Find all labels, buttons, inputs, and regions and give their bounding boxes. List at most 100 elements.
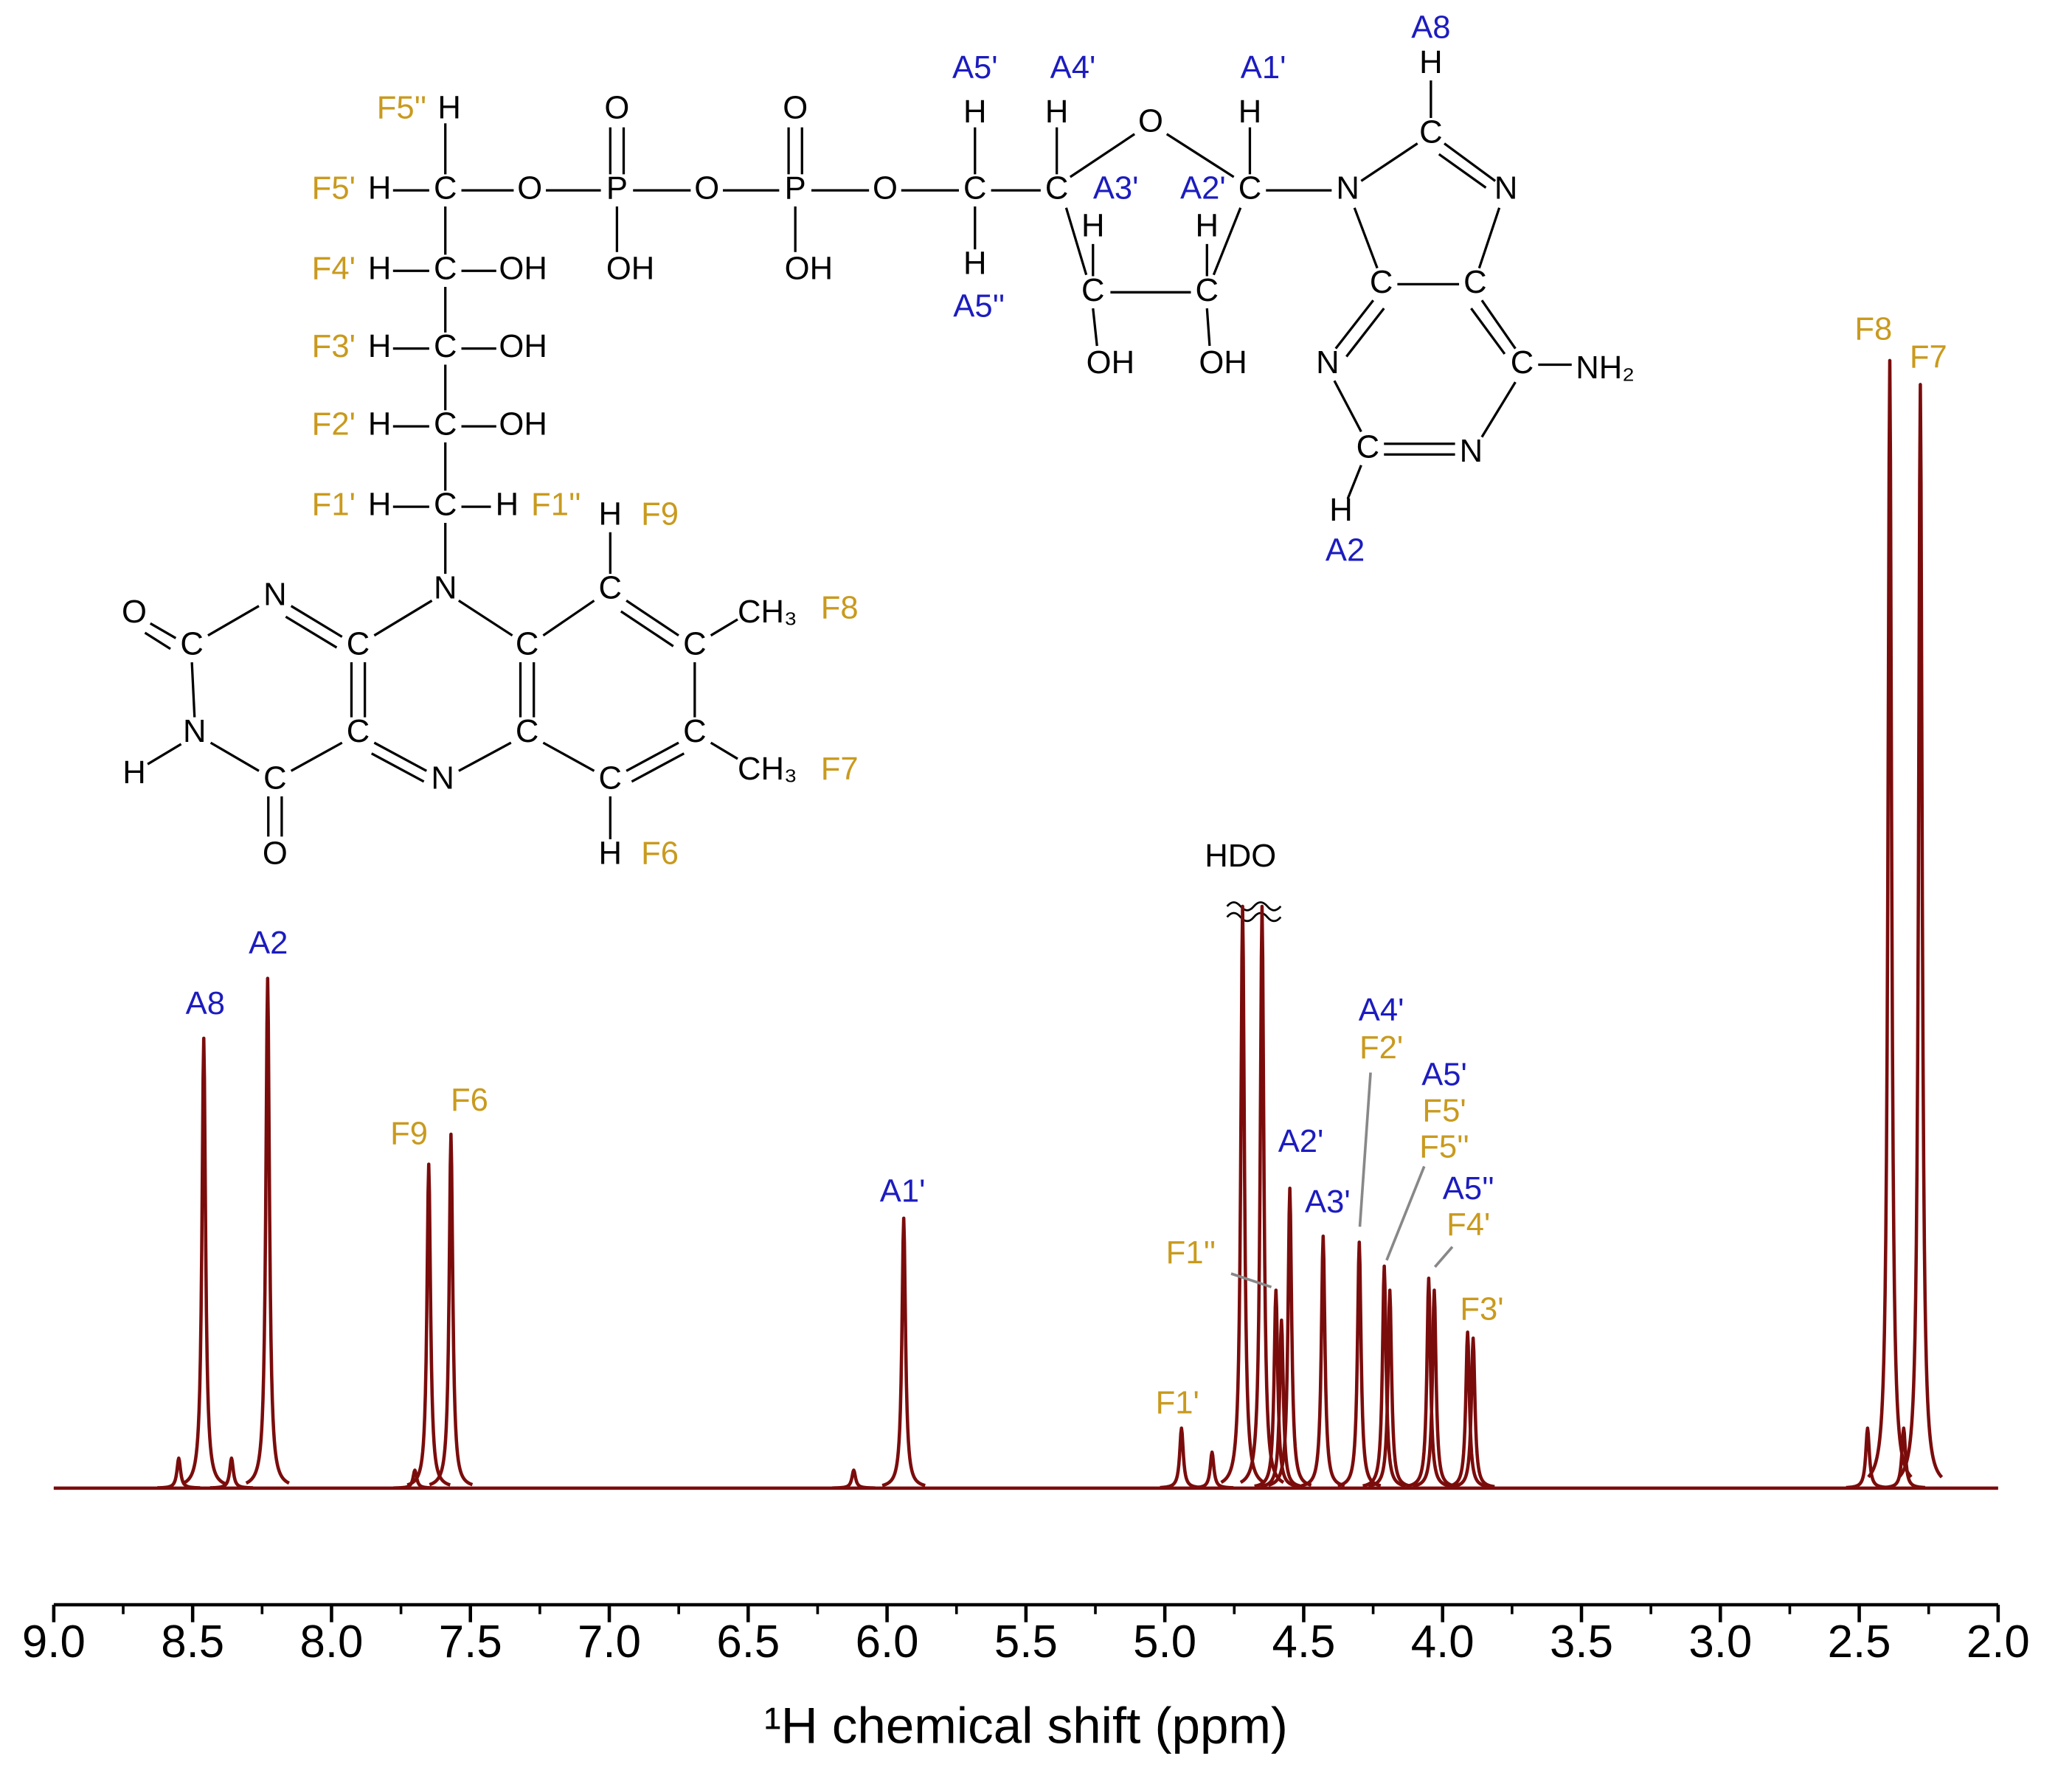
- peak: [392, 1468, 437, 1490]
- bond: [631, 752, 685, 783]
- peak: [1845, 1426, 1891, 1490]
- bond: [710, 618, 738, 637]
- peak: [1450, 1336, 1496, 1489]
- bond: [1092, 308, 1098, 347]
- atom-label: H: [368, 487, 392, 523]
- atom-label: N: [434, 570, 457, 605]
- bond: [620, 610, 674, 648]
- bond: [542, 600, 595, 637]
- x-tick-label: 3.0: [1688, 1617, 1752, 1667]
- peak: [1253, 1288, 1299, 1488]
- bond: [1438, 153, 1487, 189]
- proton-label: F1'': [531, 487, 581, 523]
- x-tick-label: 5.0: [1133, 1617, 1196, 1667]
- proton-label: F9: [641, 496, 679, 532]
- atom-label: N: [1494, 171, 1518, 206]
- atom-label: N: [1316, 345, 1340, 381]
- atom-label: C: [1196, 273, 1219, 308]
- atom-label: H: [1196, 209, 1219, 244]
- atom-label: H: [599, 836, 623, 871]
- proton-label: F1': [312, 487, 356, 523]
- proton-label: A3': [1093, 171, 1139, 206]
- atom-label: C: [1045, 171, 1069, 206]
- atom-label: OH: [499, 407, 547, 442]
- bond: [710, 741, 738, 760]
- bond: [373, 741, 428, 772]
- atom-label: C: [1081, 273, 1105, 308]
- bond: [1069, 133, 1136, 178]
- proton-label: A1': [1241, 50, 1286, 86]
- peak-label: A3': [1305, 1184, 1351, 1220]
- atom-label: CH₃: [738, 751, 797, 787]
- peak-label: F1': [1156, 1386, 1199, 1421]
- bond: [1444, 142, 1497, 182]
- proton-label: A2': [1180, 171, 1226, 206]
- atom-label: H: [1081, 209, 1105, 244]
- atom-label: C: [347, 627, 370, 662]
- peak-label: F4': [1446, 1207, 1490, 1243]
- atom-label: C: [434, 329, 457, 364]
- peak-label: A8: [186, 986, 225, 1021]
- peak: [881, 1216, 926, 1487]
- atom-label: C: [1370, 265, 1393, 300]
- atom-label: N: [1336, 171, 1359, 206]
- atom-label: H: [1238, 94, 1262, 130]
- atom-label: H: [368, 251, 392, 287]
- peak: [1337, 1240, 1382, 1487]
- atom-label: C: [1356, 430, 1380, 465]
- x-tick-label: 2.0: [1967, 1617, 2030, 1667]
- atom-label: C: [434, 251, 457, 287]
- atom-label: H: [963, 94, 987, 130]
- bond: [1480, 381, 1517, 438]
- proton-label: F5'': [377, 91, 427, 126]
- peak-label: F8: [1854, 312, 1892, 347]
- bond: [1470, 308, 1506, 355]
- atom-label: H: [368, 407, 392, 442]
- x-tick-label: 4.0: [1411, 1617, 1475, 1667]
- leader-line: [1385, 1165, 1426, 1261]
- proton-label: F6: [641, 836, 679, 871]
- bond: [1345, 308, 1385, 358]
- axis-break: [1226, 901, 1282, 923]
- atom-label: H: [1419, 45, 1443, 80]
- atom-label: C: [683, 627, 706, 662]
- bond: [626, 741, 679, 772]
- peak: [1258, 1318, 1304, 1488]
- bond: [290, 741, 343, 772]
- atom-label: P: [606, 171, 628, 206]
- bond: [370, 752, 425, 783]
- atom-label: C: [263, 761, 287, 796]
- peak: [1411, 1288, 1457, 1488]
- peak: [831, 1468, 876, 1490]
- atom-label: C: [434, 171, 457, 206]
- bond: [1360, 142, 1418, 182]
- peak: [1362, 1264, 1407, 1488]
- atom-label: P: [785, 171, 806, 206]
- atom-label: OH: [606, 251, 654, 287]
- bond: [149, 622, 177, 639]
- proton-label: F5': [312, 171, 356, 206]
- bond: [147, 743, 182, 766]
- bond: [290, 605, 343, 638]
- atom-label: C: [599, 761, 623, 796]
- peak: [1897, 383, 1944, 1479]
- bond: [1477, 207, 1501, 269]
- bond: [1353, 207, 1379, 269]
- peak-label: A5'': [1443, 1171, 1494, 1207]
- bond: [1165, 133, 1235, 178]
- proton-label: F8: [821, 591, 859, 626]
- peak: [1881, 1426, 1927, 1490]
- atom-label: C: [516, 714, 539, 749]
- bond: [207, 605, 260, 637]
- peak: [1220, 904, 1266, 1485]
- x-tick-label: 3.5: [1550, 1617, 1613, 1667]
- proton-label: F2': [312, 407, 356, 442]
- bond: [285, 615, 338, 649]
- leader-line: [1230, 1272, 1272, 1288]
- peak-label: F1'': [1166, 1235, 1216, 1271]
- atom-label: OH: [785, 251, 833, 287]
- atom-label: H: [1045, 94, 1069, 130]
- x-tick-label: 4.5: [1272, 1617, 1335, 1667]
